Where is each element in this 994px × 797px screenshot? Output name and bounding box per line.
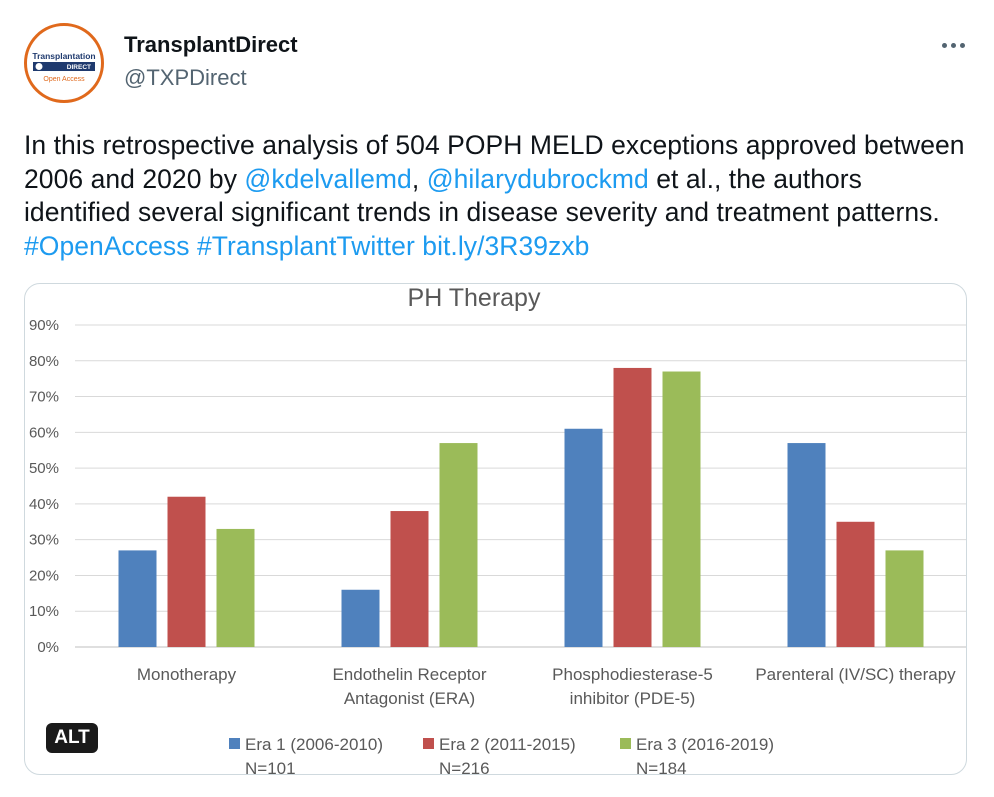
x-tick-label: Endothelin Receptor — [332, 665, 486, 684]
tweet-text-part: et al., the authors identified several s… — [24, 163, 940, 228]
hashtag-transplanttwitter[interactable]: #TransplantTwitter — [196, 230, 415, 261]
x-tick-label: Parenteral (IV/SC) therapy — [755, 665, 956, 684]
ph-therapy-chart: PH Therapy 0% 10% 20% 30% 40% 50% 60% 70% 80% 90%… — [29, 284, 966, 775]
logo-word: Transplantation — [32, 51, 95, 61]
author-avatar[interactable]: Transplantation DIRECT Open Access — [24, 23, 104, 103]
legend-sublabel: N=101 — [245, 759, 296, 775]
chart-title: PH Therapy — [408, 284, 541, 312]
more-dots-icon — [940, 42, 967, 48]
y-tick-label: 70% — [29, 389, 59, 406]
alt-text-button[interactable]: ALT — [46, 723, 98, 753]
legend-label: Era 2 (2011-2015) — [439, 735, 576, 754]
y-tick-label: 20% — [29, 567, 59, 584]
tweet-separator: , — [411, 163, 427, 194]
legend-label: Era 1 (2006-2010) — [245, 735, 383, 754]
legend-swatch — [423, 738, 434, 749]
logo-sub: DIRECT — [67, 64, 91, 71]
legend-sublabel: N=184 — [636, 759, 687, 775]
legend-label: Era 3 (2016-2019) — [636, 735, 774, 754]
author-display-name[interactable]: TransplantDirect — [124, 32, 298, 57]
y-tick-label: 60% — [29, 424, 59, 441]
bar — [836, 521, 875, 647]
bar — [787, 443, 826, 647]
x-tick-label: Antagonist (ERA) — [344, 689, 475, 708]
tweet-media-image[interactable]: PH Therapy 0% 10% 20% 30% 40% 50% 60% 70% 80% 90%… — [24, 283, 967, 775]
legend-swatch — [620, 738, 631, 749]
x-tick-label: inhibitor (PDE-5) — [570, 689, 696, 708]
bar — [662, 371, 701, 647]
x-tick-label: Monotherapy — [137, 665, 237, 684]
transplant-direct-logo: Transplantation DIRECT Open Access — [29, 51, 99, 83]
mention-kdelvallemd[interactable]: @kdelvallemd — [244, 163, 412, 194]
bar — [613, 367, 652, 647]
bar — [216, 528, 255, 647]
tweet-text-part: In this retrospective analysis of 504 PO… — [24, 130, 965, 194]
bar — [167, 496, 206, 647]
bar — [341, 589, 380, 647]
y-tick-label: 30% — [29, 532, 59, 549]
bar — [439, 443, 478, 647]
y-tick-label: 80% — [29, 353, 59, 370]
y-tick-label: 10% — [29, 603, 59, 620]
bar — [564, 428, 603, 647]
bar — [118, 550, 157, 647]
y-tick-label: 40% — [29, 496, 59, 513]
bar — [885, 550, 924, 647]
x-tick-label: Phosphodiesterase-5 — [552, 665, 713, 684]
legend-swatch — [229, 738, 240, 749]
author-handle[interactable]: @TXPDirect — [124, 65, 247, 90]
mention-hilarydubrockmd[interactable]: @hilarydubrockmd — [426, 163, 649, 194]
hashtag-openaccess[interactable]: #OpenAccess — [24, 230, 190, 261]
more-options-button[interactable] — [936, 30, 970, 60]
y-tick-label: 0% — [37, 639, 59, 656]
logo-tag: Open Access — [43, 76, 85, 83]
legend-sublabel: N=216 — [439, 759, 490, 775]
y-tick-label: 50% — [29, 460, 59, 477]
tweet-link[interactable]: bit.ly/3R39zxb — [422, 230, 590, 261]
tweet-text: In this retrospective analysis of 504 PO… — [24, 129, 974, 263]
bar — [390, 511, 429, 647]
y-tick-label: 90% — [29, 317, 59, 334]
